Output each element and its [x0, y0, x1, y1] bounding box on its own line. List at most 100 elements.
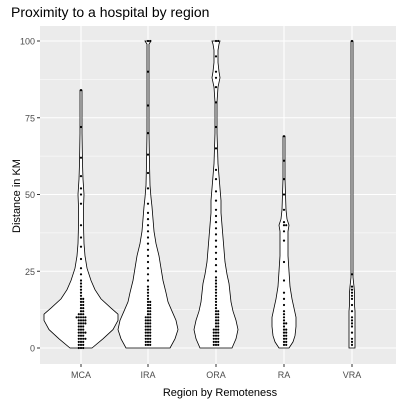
data-point [77, 343, 80, 346]
data-point [282, 331, 286, 334]
data-point [214, 310, 218, 313]
data-point [217, 39, 220, 43]
data-point [350, 291, 354, 294]
data-point [214, 214, 218, 218]
data-point [82, 343, 85, 346]
x-tick-label: RA [278, 370, 291, 380]
data-point [82, 316, 85, 319]
data-point [79, 273, 83, 276]
y-tick-label: 100 [20, 37, 35, 47]
data-point [82, 325, 85, 328]
data-point [79, 297, 83, 300]
data-point [282, 328, 286, 331]
data-point [146, 248, 150, 251]
data-point [350, 331, 354, 334]
data-point [214, 288, 218, 291]
data-point [146, 273, 150, 276]
data-point [79, 125, 83, 129]
data-point [84, 319, 87, 322]
data-point [214, 343, 218, 346]
data-point [77, 319, 80, 322]
data-point [214, 233, 218, 236]
data-point [350, 337, 354, 340]
data-point [350, 294, 354, 297]
data-point [146, 104, 150, 107]
violin-ira [117, 39, 179, 349]
data-point [149, 331, 152, 334]
data-point [282, 322, 286, 325]
data-point [79, 285, 83, 288]
data-point [146, 39, 150, 43]
data-point [146, 331, 150, 334]
data-point [77, 328, 80, 331]
data-point [217, 337, 220, 340]
data-point [149, 340, 152, 343]
data-point [282, 291, 286, 294]
data-point [79, 193, 83, 196]
data-point [82, 331, 85, 334]
data-point [214, 125, 218, 129]
data-point [214, 101, 218, 104]
data-point [79, 346, 83, 350]
data-point [282, 193, 286, 196]
data-point [214, 245, 218, 248]
data-point [77, 346, 80, 350]
data-point [212, 334, 215, 337]
data-point [146, 337, 150, 340]
data-point [79, 300, 83, 303]
data-point [214, 328, 218, 331]
data-point [217, 343, 220, 346]
data-point [79, 340, 83, 343]
data-point [79, 279, 83, 282]
data-point [214, 227, 218, 230]
data-point [282, 316, 286, 319]
data-point [146, 202, 150, 205]
data-point [146, 319, 150, 322]
data-point [144, 343, 147, 346]
y-axis-label: Distance in KM [11, 159, 23, 233]
violin-outline [193, 40, 239, 349]
data-point [285, 343, 288, 346]
data-point [146, 279, 150, 282]
data-point [149, 303, 152, 307]
data-point [82, 300, 85, 303]
data-point [84, 337, 87, 340]
data-point [214, 303, 218, 307]
data-point [282, 297, 286, 300]
data-point [350, 273, 354, 276]
violin-vra [348, 39, 356, 349]
data-point [146, 230, 150, 233]
data-point [75, 316, 78, 319]
data-point [214, 239, 218, 242]
data-point [79, 156, 83, 159]
data-point [84, 322, 87, 325]
data-point [144, 316, 147, 319]
data-point [285, 328, 288, 331]
data-point [146, 171, 150, 175]
data-point [82, 334, 85, 337]
data-point [146, 300, 150, 303]
data-point [214, 331, 218, 334]
data-point [214, 325, 218, 328]
data-point [146, 70, 150, 73]
data-point [214, 316, 218, 319]
data-point [146, 343, 150, 346]
x-tick-label: ORA [206, 370, 226, 380]
data-point [82, 303, 85, 307]
data-point [214, 39, 218, 43]
violin-outline [117, 40, 179, 349]
data-point [79, 303, 83, 307]
data-point [214, 322, 218, 325]
data-point [79, 307, 83, 310]
data-point [214, 76, 218, 79]
data-point [350, 310, 354, 313]
data-point [77, 322, 80, 325]
data-point [149, 39, 152, 43]
data-point [282, 221, 286, 224]
data-point [149, 337, 152, 340]
data-point [214, 334, 218, 337]
data-point [79, 291, 83, 294]
data-point [282, 239, 286, 242]
data-point [214, 291, 218, 294]
data-point [79, 267, 83, 270]
